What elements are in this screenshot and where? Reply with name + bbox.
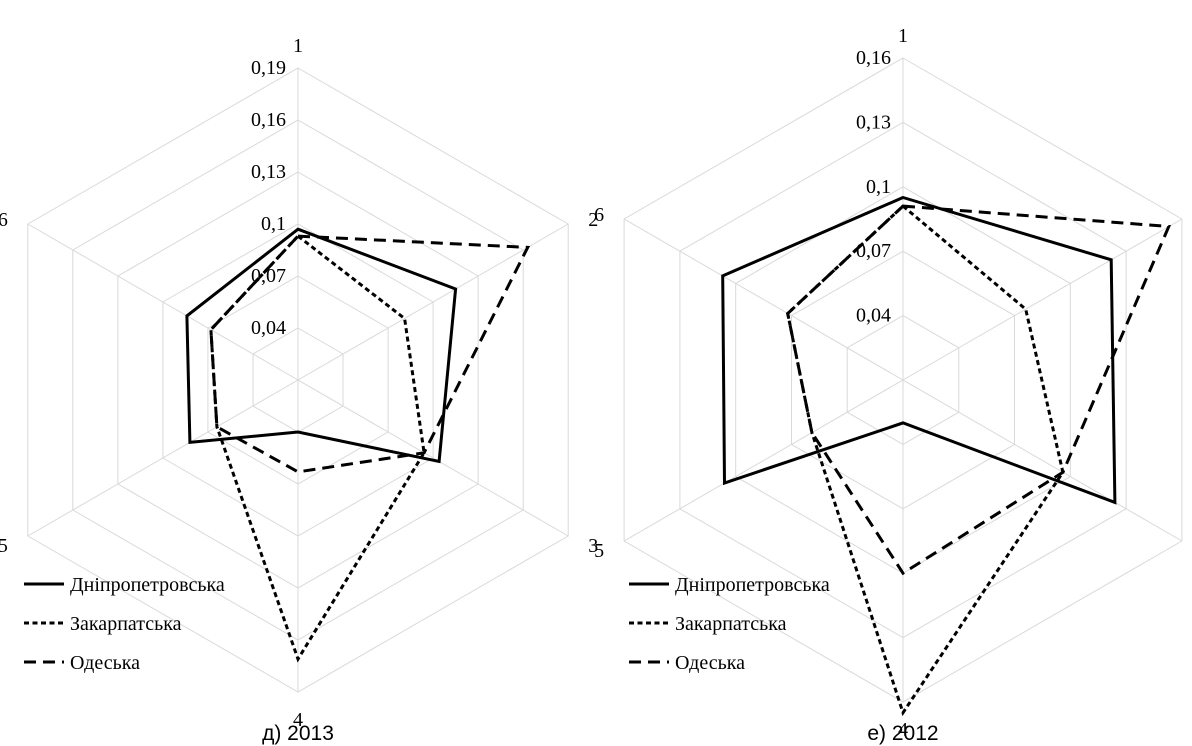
axis-label-3: 3 (588, 535, 598, 557)
grid-spoke (297, 379, 569, 537)
axis-label-5: 5 (594, 540, 604, 562)
grid-spoke (623, 379, 904, 542)
tick-label: 0,1 (261, 213, 286, 235)
radar-chart-2012: 0,040,070,10,130,16123456Дніпропетровськ… (594, 25, 1183, 745)
legend-label: Закарпатська (675, 613, 787, 635)
chart-caption: д) 2013 (262, 722, 334, 745)
axis-label-6: 6 (0, 209, 8, 231)
series-line (209, 234, 426, 663)
axis-label-4: 4 (293, 709, 303, 731)
axis-label-5: 5 (0, 535, 8, 557)
legend-label: Дніпропетровська (70, 574, 225, 596)
axis-label-2: 2 (588, 209, 598, 231)
grid-spoke (297, 223, 569, 381)
grid-spoke (27, 379, 299, 537)
radar-chart-2013: 0,04 0,07 0,1 0,13 0,16 0,19 1 2 3 4 5 6 Дніпропетро… (0, 35, 598, 745)
grid-spoke (623, 218, 904, 381)
tick-label: 0,07 (251, 265, 286, 287)
axis-label-1: 1 (898, 25, 908, 47)
axis-label-1: 1 (293, 35, 303, 57)
legend-label: Дніпропетровська (675, 574, 830, 596)
legend-label: Одеська (675, 652, 745, 674)
grid-spoke (27, 223, 299, 381)
series-line (721, 195, 1117, 505)
tick-label: 0,13 (251, 161, 286, 183)
series-line (209, 234, 531, 474)
tick-label: 0,13 (856, 111, 891, 133)
series-line (185, 227, 458, 464)
grid-spoke (902, 218, 1183, 381)
axis-label-4: 4 (898, 719, 908, 741)
legend-label: Одеська (70, 652, 140, 674)
axis-label-6: 6 (594, 204, 604, 226)
tick-label: 0,1 (866, 176, 891, 198)
tick-label: 0,07 (856, 240, 891, 262)
tick-label: 0,04 (251, 317, 286, 339)
tick-label: 0,16 (251, 109, 286, 131)
grid-spoke (902, 379, 1183, 542)
tick-label: 0,16 (856, 47, 891, 69)
chart-caption: е) 2012 (867, 722, 938, 745)
series-line (786, 204, 1172, 576)
tick-label: 0,19 (251, 57, 286, 79)
legend-label: Закарпатська (70, 613, 182, 635)
tick-label: 0,04 (856, 305, 891, 327)
